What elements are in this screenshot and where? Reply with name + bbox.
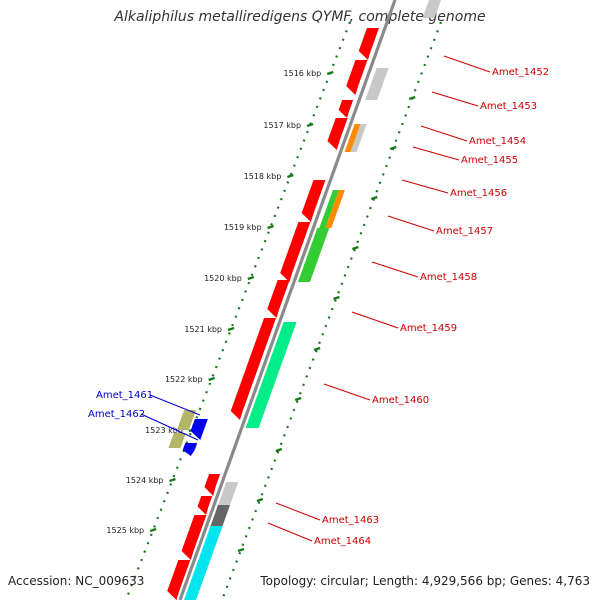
leader-line [387,215,435,232]
backbone [178,0,397,600]
gene-label: Amet_1453 [480,101,537,112]
feature-olive-1462 [168,433,186,448]
tick-mark [286,173,294,179]
leader-line [323,383,371,401]
tick-mark [408,95,416,101]
leader-line [275,502,321,521]
backbone-line [178,0,397,600]
tick-mark [326,70,334,76]
tick-label: 1518 kbp [244,172,282,181]
cds-amet-1453 [346,60,368,95]
bar-orange-1454 [344,124,361,152]
cds-amet-1463 [197,496,213,515]
tick-label: 1520 kbp [204,274,242,283]
cds-amet-1452 [358,28,379,60]
bar-grey-1454 [350,124,367,152]
tick-mark [351,245,359,251]
tick-mark [256,497,264,503]
tick-label: 1523 kbp [145,426,183,435]
cds-amet-1460 [230,318,277,420]
leader-line [412,146,460,161]
cds-amet-1463a [204,474,221,496]
leader-line [420,125,468,142]
leader-line [351,311,399,329]
accession-text: Accession: NC_009633 [8,574,145,588]
tick-label: 1516 kbp [284,69,322,78]
tick-label: 1519 kbp [224,223,262,232]
gene-label: Amet_1459 [400,323,457,334]
leader-line [443,55,491,73]
tick-marks: 1516 kbp 1517 kbp 1518 kbp 1519 kbp 1520 kbp… [106,69,416,553]
tick-mark [169,477,176,483]
cds-amet-1457 [280,222,311,282]
leader-line [401,179,449,194]
tick-mark [149,527,157,533]
tick-mark [275,447,283,453]
feature-blue-1461 [190,419,208,440]
leader-line [140,413,199,441]
gene-label: Amet_1462 [88,409,145,420]
gene-label: Amet_1463 [322,515,379,526]
outer-dotted-line [124,21,352,600]
map-title: Alkaliphilus metalliredigens QYMF, compl… [114,9,486,25]
feature-blue-1462 [182,443,198,456]
tick-label: 1521 kbp [184,325,222,334]
cds-amet-1465 [167,560,191,600]
cds-amet-1459 [267,280,290,318]
tick-mark [267,224,274,230]
label-leaders [140,55,491,542]
tick-label: 1522 kbp [165,375,203,384]
bar-green-1456 [319,190,339,228]
gene-label: Amet_1460 [372,395,429,406]
bar-grey-top [422,0,441,18]
cds-amet-1454a [338,100,354,118]
bar-grey-1453 [365,68,389,100]
tick-mark [294,396,302,402]
bar-cyan-1464 [184,526,223,600]
cds-amet-1464 [181,515,207,560]
tick-mark [306,122,314,128]
tick-label: 1525 kbp [106,526,144,535]
leader-line [267,522,313,542]
inner-dotted-line [220,21,443,600]
cds-amet-1454 [327,118,348,150]
gene-label: Amet_1464 [314,536,371,547]
tick-mark [333,295,340,301]
tick-mark [370,195,378,201]
gene-label: Amet_1452 [492,67,549,78]
bar-darkgrey-1463 [210,505,231,526]
tick-label: 1517 kbp [263,121,301,130]
leader-line [431,91,479,107]
leader-line [149,394,201,416]
bar-green-1460 [245,322,297,428]
leader-line [371,261,419,278]
tick-mark [313,346,321,352]
tick-mark [227,326,235,332]
tick-mark [237,547,245,553]
tick-label: 1524 kbp [126,476,164,485]
gene-label: Amet_1455 [461,155,518,166]
bar-orange-1457 [325,190,345,228]
tick-mark [208,376,216,382]
features [167,0,441,600]
summary-text: Topology: circular; Length: 4,929,566 bp… [260,574,590,588]
bar-grey-1463 [218,482,239,505]
cds-amet-1456 [301,180,326,222]
tick-mark [389,145,397,151]
gene-labels: Amet_1452 Amet_1453 Amet_1454 Amet_1455 Amet… [88,67,549,547]
feature-olive-1461 [176,410,197,430]
gene-label: Amet_1454 [469,136,526,147]
tick-mark [247,275,255,281]
gene-label: Amet_1457 [436,226,493,237]
gene-label: Amet_1458 [420,272,477,283]
bar-green-1458 [297,228,330,282]
gene-label: Amet_1456 [450,188,507,199]
gene-label: Amet_1461 [96,390,153,401]
